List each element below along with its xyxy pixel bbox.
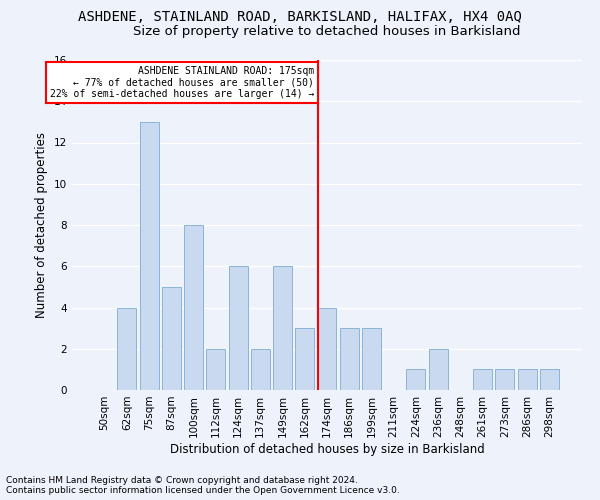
Bar: [295, 328, 314, 390]
Bar: [206, 349, 225, 390]
Bar: [406, 370, 425, 390]
Bar: [518, 370, 536, 390]
Bar: [140, 122, 158, 390]
Bar: [273, 266, 292, 390]
Y-axis label: Number of detached properties: Number of detached properties: [35, 132, 49, 318]
Bar: [184, 225, 203, 390]
Bar: [540, 370, 559, 390]
Text: ASHDENE, STAINLAND ROAD, BARKISLAND, HALIFAX, HX4 0AQ: ASHDENE, STAINLAND ROAD, BARKISLAND, HAL…: [78, 10, 522, 24]
Bar: [340, 328, 359, 390]
X-axis label: Distribution of detached houses by size in Barkisland: Distribution of detached houses by size …: [170, 442, 484, 456]
Bar: [317, 308, 337, 390]
Bar: [229, 266, 248, 390]
Bar: [496, 370, 514, 390]
Title: Size of property relative to detached houses in Barkisland: Size of property relative to detached ho…: [133, 25, 521, 38]
Bar: [362, 328, 381, 390]
Bar: [251, 349, 270, 390]
Bar: [473, 370, 492, 390]
Bar: [118, 308, 136, 390]
Bar: [429, 349, 448, 390]
Text: Contains HM Land Registry data © Crown copyright and database right 2024.
Contai: Contains HM Land Registry data © Crown c…: [6, 476, 400, 495]
Bar: [162, 287, 181, 390]
Text: ASHDENE STAINLAND ROAD: 175sqm
← 77% of detached houses are smaller (50)
22% of : ASHDENE STAINLAND ROAD: 175sqm ← 77% of …: [50, 66, 314, 100]
